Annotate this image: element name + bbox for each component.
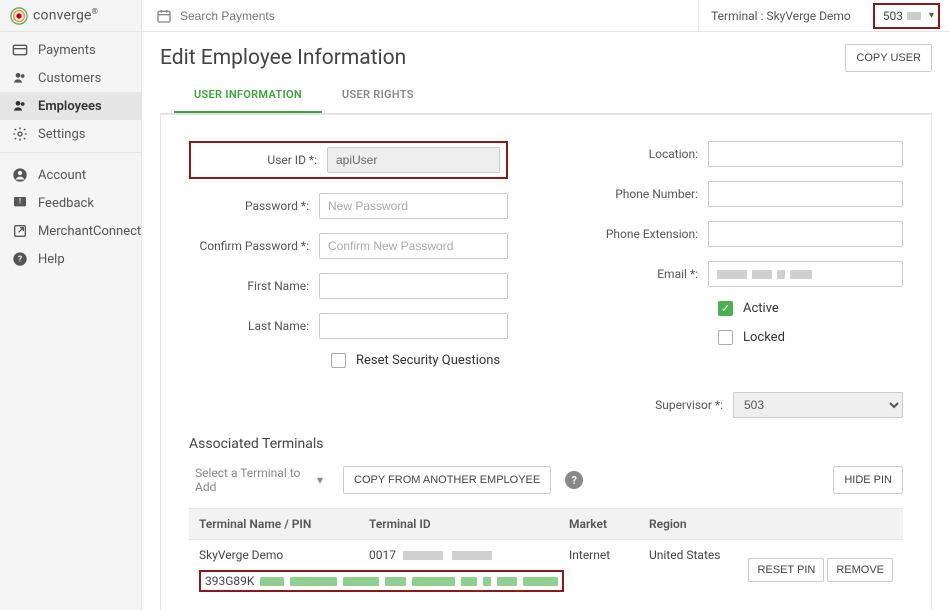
sidebar-item-settings[interactable]: Settings [0, 120, 141, 148]
external-icon [12, 223, 28, 239]
search-input[interactable] [180, 9, 430, 23]
phone-label: Phone Number: [588, 187, 708, 201]
copy-from-employee-button[interactable]: COPY FROM ANOTHER EMPLOYEE [343, 466, 551, 494]
reset-pin-button[interactable]: RESET PIN [748, 558, 824, 582]
people-icon [12, 70, 28, 86]
sidebar-item-account[interactable]: Account [0, 161, 141, 189]
col-terminal-name: Terminal Name / PIN [189, 509, 359, 540]
sidebar-item-merchantconnect[interactable]: MerchantConnect [0, 217, 141, 245]
sidebar-item-help[interactable]: ? Help [0, 245, 141, 273]
pin-prefix: 393G89K [205, 574, 254, 588]
svg-text:?: ? [18, 255, 22, 265]
last-name-field[interactable] [319, 313, 508, 339]
brand-name: converge® [33, 7, 98, 24]
account-dropdown-value: 503 [883, 9, 903, 23]
supervisor-label: Supervisor *: [189, 398, 733, 412]
phone-ext-label: Phone Extension: [588, 227, 708, 241]
tabs: USER INFORMATION USER RIGHTS [160, 78, 932, 114]
location-label: Location: [588, 147, 708, 161]
sidebar-item-label: Customers [38, 71, 101, 86]
hide-pin-button[interactable]: HIDE PIN [833, 466, 903, 494]
topbar: Terminal : SkyVerge Demo 503 ▾ [142, 0, 950, 32]
help-icon: ? [12, 251, 28, 267]
associated-terminals-title: Associated Terminals [189, 436, 903, 452]
copy-user-button[interactable]: COPY USER [845, 44, 932, 72]
last-name-label: Last Name: [189, 319, 319, 333]
remove-button[interactable]: REMOVE [827, 558, 893, 582]
table-row: SkyVerge Demo 0017 Internet United State… [189, 540, 903, 571]
sidebar-item-label: Payments [38, 43, 96, 58]
pin-highlight: 393G89K [199, 570, 564, 592]
region-cell: United States [639, 540, 733, 571]
terminal-id-cell: 0017 [359, 540, 559, 571]
user-id-label: User ID *: [197, 153, 327, 167]
active-label: Active [743, 301, 779, 316]
sidebar-item-employees[interactable]: Employees [0, 92, 141, 120]
terminals-table: Terminal Name / PIN Terminal ID Market R… [189, 508, 903, 600]
redacted-text [907, 12, 921, 20]
reset-security-checkbox[interactable] [331, 353, 346, 368]
sidebar-item-label: Employees [38, 99, 102, 114]
col-market: Market [559, 509, 639, 540]
password-field[interactable] [319, 193, 508, 219]
confirm-password-label: Confirm Password *: [189, 239, 319, 253]
sidebar-item-feedback[interactable]: ! Feedback [0, 189, 141, 217]
page-title: Edit Employee Information [160, 46, 406, 70]
sidebar-item-payments[interactable]: Payments [0, 36, 141, 64]
sidebar-item-label: Feedback [38, 196, 94, 211]
people-icon [12, 98, 28, 114]
phone-ext-field[interactable] [708, 221, 903, 247]
sidebar: converge® Payments Customers Employees S… [0, 0, 142, 610]
active-checkbox[interactable]: ✓ [718, 301, 733, 316]
col-terminal-id: Terminal ID [359, 509, 559, 540]
tab-user-rights[interactable]: USER RIGHTS [322, 78, 434, 113]
terminal-label: Terminal : SkyVerge Demo [698, 0, 863, 31]
terminal-name-cell: SkyVerge Demo [189, 540, 359, 571]
phone-field[interactable] [708, 181, 903, 207]
gear-icon [12, 126, 28, 142]
email-label: Email *: [588, 267, 708, 281]
confirm-password-field[interactable] [319, 233, 508, 259]
account-dropdown[interactable]: 503 ▾ [873, 3, 940, 29]
sidebar-item-customers[interactable]: Customers [0, 64, 141, 92]
calendar-icon[interactable] [156, 8, 172, 24]
feedback-icon: ! [12, 195, 28, 211]
sidebar-item-label: Help [38, 252, 65, 267]
svg-text:!: ! [19, 197, 21, 206]
select-terminal-dropdown[interactable]: Select a Terminal to Add ▾ [189, 462, 329, 498]
market-cell: Internet [559, 540, 639, 571]
col-region: Region [639, 509, 733, 540]
converge-logo-icon [10, 7, 28, 25]
chevron-down-icon: ▾ [929, 10, 934, 21]
locked-checkbox[interactable] [718, 330, 733, 345]
sidebar-item-label: MerchantConnect [38, 224, 141, 239]
brand-logo: converge® [0, 0, 141, 32]
select-terminal-placeholder: Select a Terminal to Add [195, 466, 317, 494]
sidebar-item-label: Account [38, 168, 86, 183]
tab-user-information[interactable]: USER INFORMATION [174, 78, 322, 113]
first-name-label: First Name: [189, 279, 319, 293]
sidebar-item-label: Settings [38, 127, 85, 142]
supervisor-select[interactable]: 503 [733, 392, 903, 418]
card-icon [12, 42, 28, 58]
form-card: User ID *: Password *: Confirm Password … [160, 114, 932, 610]
password-label: Password *: [189, 199, 319, 213]
account-icon [12, 167, 28, 183]
first-name-field[interactable] [319, 273, 508, 299]
locked-label: Locked [743, 330, 785, 345]
email-field[interactable] [708, 261, 903, 287]
chevron-down-icon: ▾ [317, 473, 323, 487]
help-icon[interactable]: ? [565, 471, 583, 489]
reset-security-label: Reset Security Questions [356, 353, 500, 368]
user-id-field [327, 147, 500, 173]
location-field[interactable] [708, 141, 903, 167]
